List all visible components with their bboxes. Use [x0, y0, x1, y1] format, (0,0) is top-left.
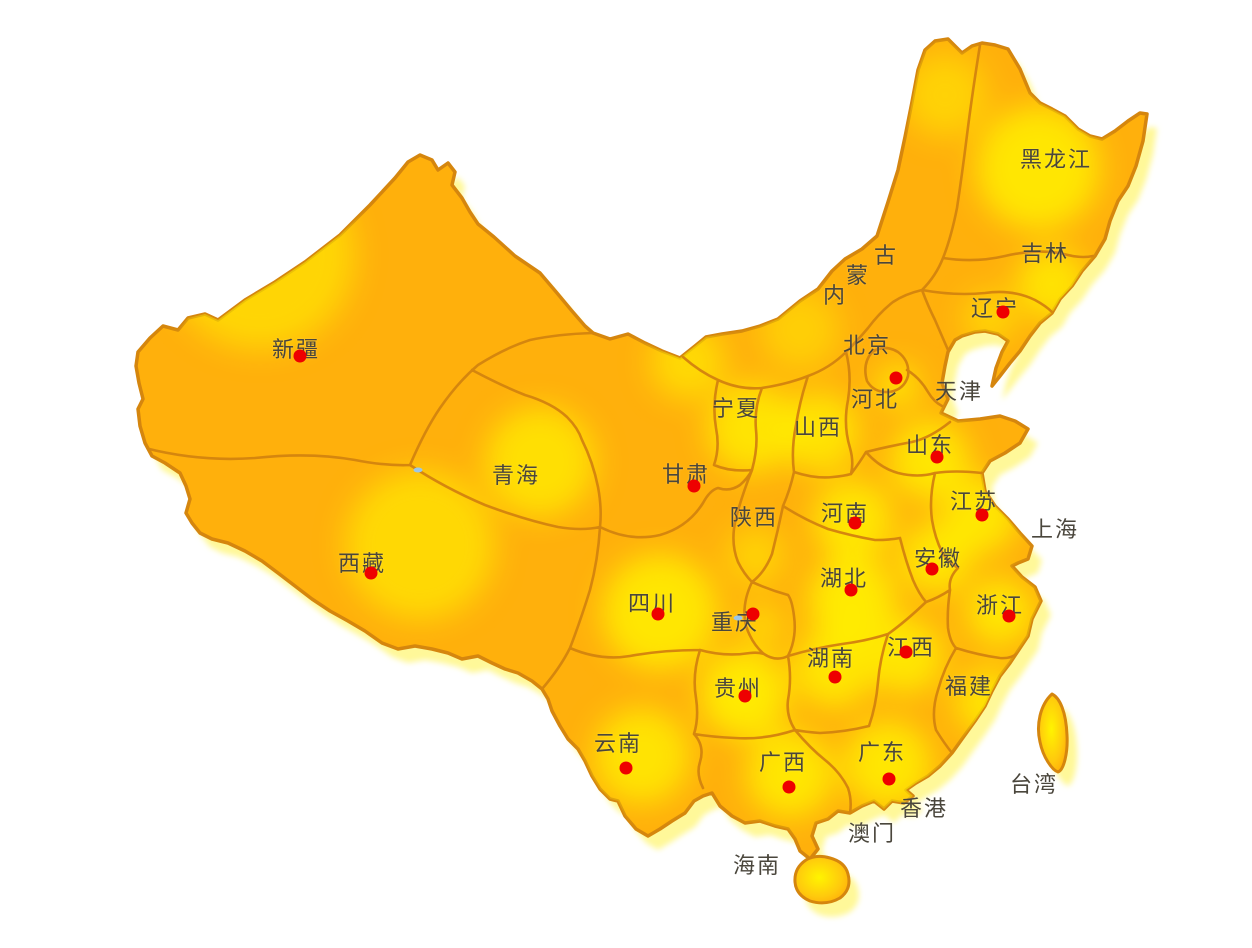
capital-dot-湖南[interactable]: [828, 670, 842, 684]
province-label-内蒙古[interactable]: 内: [822, 284, 848, 309]
province-label-台湾[interactable]: 台湾: [1009, 773, 1059, 798]
capital-dot-云南[interactable]: [619, 761, 633, 775]
capital-dot-江西[interactable]: [899, 645, 913, 659]
province-label-上海[interactable]: 上海: [1030, 518, 1080, 543]
province-label-海南[interactable]: 海南: [732, 854, 782, 879]
province-label-黑龙江[interactable]: 黑龙江: [1019, 148, 1093, 173]
province-label-河北[interactable]: 河北: [850, 388, 900, 413]
qinghai-lake: [413, 467, 423, 473]
province-borders: [143, 43, 1095, 815]
capital-dot-重庆[interactable]: [746, 607, 760, 621]
province-label-湖南[interactable]: 湖南: [806, 647, 856, 672]
province-label-甘肃[interactable]: 甘肃: [661, 463, 711, 488]
province-label-山西[interactable]: 山西: [793, 416, 843, 441]
province-label-辽宁[interactable]: 辽宁: [970, 297, 1020, 322]
province-label-江苏[interactable]: 江苏: [949, 490, 999, 515]
province-label-河南[interactable]: 河南: [820, 502, 870, 527]
province-label-青海[interactable]: 青海: [491, 464, 541, 489]
hainan-island[interactable]: [793, 854, 851, 905]
province-label-澳门[interactable]: 澳门: [847, 822, 897, 847]
province-label-香港[interactable]: 香港: [899, 797, 949, 822]
chongqing-river: [733, 615, 743, 621]
capital-dot-湖北[interactable]: [844, 583, 858, 597]
province-label-天津[interactable]: 天津: [934, 380, 984, 405]
province-label-宁夏[interactable]: 宁夏: [711, 397, 761, 422]
capital-dot-四川[interactable]: [651, 607, 665, 621]
capital-dot-安徽[interactable]: [925, 562, 939, 576]
province-label-吉林[interactable]: 吉林: [1020, 242, 1070, 267]
capital-dot-辽宁[interactable]: [996, 305, 1010, 319]
capital-dot-西藏[interactable]: [364, 566, 378, 580]
capital-dot-广西[interactable]: [782, 780, 796, 794]
capital-dot-新疆[interactable]: [293, 349, 307, 363]
province-label-福建[interactable]: 福建: [944, 675, 994, 700]
province-label-广东[interactable]: 广东: [857, 741, 907, 766]
province-label-北京[interactable]: 北京: [842, 334, 892, 359]
taiwan-island[interactable]: [1037, 692, 1069, 774]
province-label-内蒙古[interactable]: 蒙: [845, 264, 871, 289]
capital-dot-山东[interactable]: [930, 450, 944, 464]
province-label-陕西[interactable]: 陕西: [729, 506, 779, 531]
province-label-安徽[interactable]: 安徽: [913, 547, 963, 572]
capital-dot-北京[interactable]: [889, 371, 903, 385]
province-label-广西[interactable]: 广西: [758, 751, 808, 776]
province-label-浙江[interactable]: 浙江: [975, 594, 1025, 619]
capital-dot-浙江[interactable]: [1002, 609, 1016, 623]
capital-dot-河南[interactable]: [848, 516, 862, 530]
province-label-云南[interactable]: 云南: [593, 732, 643, 757]
capital-dot-贵州[interactable]: [738, 689, 752, 703]
beijing-boundary: [864, 346, 910, 394]
capital-dot-广东[interactable]: [882, 772, 896, 786]
province-label-西藏[interactable]: 西藏: [337, 552, 387, 577]
capital-dot-甘肃[interactable]: [687, 479, 701, 493]
province-label-内蒙古[interactable]: 古: [873, 244, 899, 269]
capital-dot-江苏[interactable]: [975, 508, 989, 522]
province-label-重庆[interactable]: 重庆: [710, 611, 760, 636]
